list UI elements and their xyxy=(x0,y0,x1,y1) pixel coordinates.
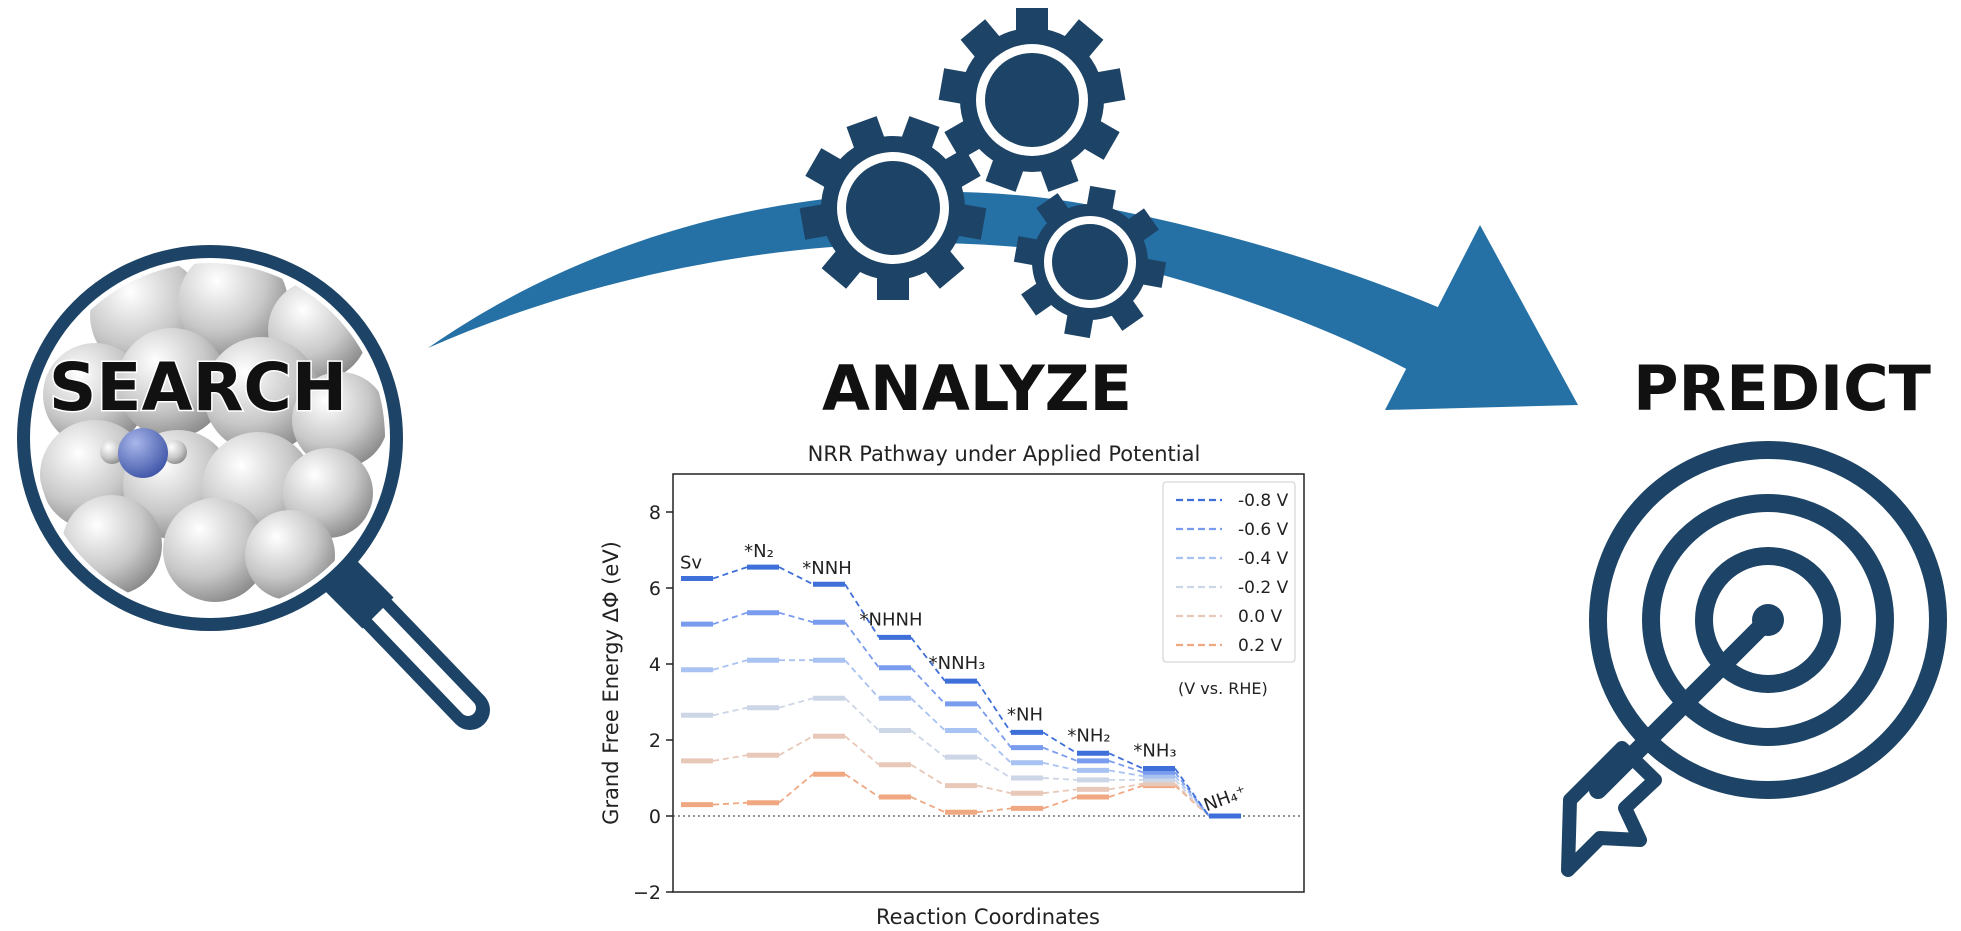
connector-line xyxy=(712,754,748,762)
connector-line xyxy=(1174,775,1210,817)
target-icon xyxy=(1561,441,1947,877)
nrr-pathway-chart: NRR Pathway under Applied Potential −2 0 2… xyxy=(599,442,1305,929)
connector-line xyxy=(910,697,946,732)
connector-line xyxy=(910,796,946,814)
state-label: *NNH₃ xyxy=(929,653,986,674)
y-tick-label: 0 xyxy=(649,806,661,828)
connector-line xyxy=(910,763,946,787)
predict-title: PREDICT xyxy=(1633,352,1931,425)
y-tick-label: 6 xyxy=(649,578,661,600)
connector-line xyxy=(844,659,880,699)
connector-line xyxy=(976,807,1012,814)
connector-line xyxy=(910,667,946,705)
series-00V xyxy=(681,733,1241,819)
connector-line xyxy=(844,697,880,732)
connector-line xyxy=(1108,752,1144,770)
connector-line xyxy=(712,706,748,717)
y-tick-label: 4 xyxy=(649,654,661,676)
legend: -0.8 V -0.6 V -0.4 V -0.2 V 0.0 V 0.2 V (V vs… xyxy=(1162,481,1296,698)
connector-line xyxy=(1108,782,1144,791)
state-label: *NHNH xyxy=(860,609,923,630)
legend-label: -0.8 V xyxy=(1238,491,1289,511)
legend-label: 0.2 V xyxy=(1238,636,1282,656)
connector-line xyxy=(976,784,1012,795)
connector-line xyxy=(844,583,880,638)
state-label: *NH₃ xyxy=(1133,741,1176,762)
connector-line xyxy=(1042,796,1078,810)
magnifier-icon xyxy=(17,245,490,730)
legend-label: -0.2 V xyxy=(1238,578,1289,598)
connector-line xyxy=(1108,784,1144,798)
legend-note: (V vs. RHE) xyxy=(1178,679,1268,698)
connector-line xyxy=(1174,783,1210,817)
connector-line xyxy=(712,659,748,671)
analyze-title: ANALYZE xyxy=(822,352,1132,425)
arrow-icon xyxy=(428,191,1578,410)
state-label: *N₂ xyxy=(744,541,774,562)
y-tick-label: 8 xyxy=(649,502,661,524)
connector-line xyxy=(1042,731,1078,755)
connector-line xyxy=(976,756,1012,779)
connector-line xyxy=(778,611,814,624)
connector-line xyxy=(712,566,748,580)
connector-line xyxy=(844,735,880,766)
legend-label: -0.4 V xyxy=(1238,549,1289,569)
legend-label: 0.0 V xyxy=(1238,607,1282,627)
x-axis-label: Reaction Coordinates xyxy=(876,905,1100,929)
gears-icon xyxy=(799,8,1167,339)
y-tick-label: −2 xyxy=(633,882,661,904)
connector-line xyxy=(976,729,1012,764)
connector-line xyxy=(844,773,880,798)
connector-line xyxy=(1042,761,1078,772)
molecule-icon xyxy=(40,263,385,602)
connector-line xyxy=(910,729,946,758)
search-title: SEARCH xyxy=(49,349,347,426)
y-axis-label: Grand Free Energy ΔΦ (eV) xyxy=(599,541,623,825)
connector-line xyxy=(778,697,814,709)
connector-line xyxy=(976,680,1012,733)
state-label: *NH₂ xyxy=(1067,725,1110,746)
state-label: *NNH xyxy=(802,558,851,579)
connector-line xyxy=(1108,769,1144,777)
connector-line xyxy=(778,735,814,756)
connector-line xyxy=(712,611,748,625)
series-08V xyxy=(681,564,1241,819)
connector-line xyxy=(712,801,748,806)
chart-title: NRR Pathway under Applied Potential xyxy=(808,442,1201,466)
y-tick-label: 2 xyxy=(649,730,661,752)
connector-line xyxy=(1042,746,1078,762)
state-label: *NH xyxy=(1007,704,1043,725)
legend-label: -0.6 V xyxy=(1238,520,1289,540)
state-label: Sv xyxy=(680,553,702,574)
legend-box xyxy=(1162,481,1296,663)
connector-line xyxy=(778,773,814,804)
connector-line xyxy=(1042,788,1078,795)
connector-line xyxy=(1042,777,1078,781)
connector-line xyxy=(778,566,814,586)
connector-line xyxy=(1108,760,1144,774)
